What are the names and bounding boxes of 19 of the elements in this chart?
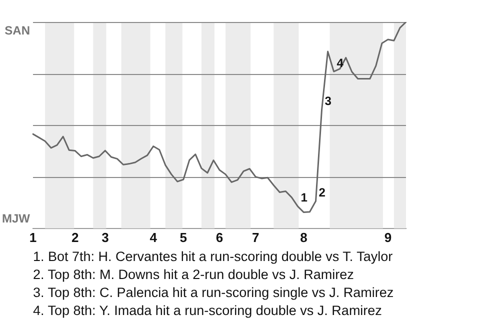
text: 3. Top 8th: C. Palencia hit a run-scoring single vs J. Ramirez <box>33 284 395 302</box>
text: SAN <box>4 23 30 38</box>
x-tick-label: 2 <box>71 230 79 245</box>
annotation: 1 <box>300 190 308 205</box>
x-tick-label: 6 <box>216 230 224 245</box>
x-tick-label: 4 <box>150 230 158 245</box>
annotation: 2 <box>318 185 326 200</box>
x-tick-label: 8 <box>300 230 308 245</box>
annotation: 4 <box>336 56 344 70</box>
text: 1. Bot 7th: H. Cervantes hit a run-scoring double vs T. Taylor <box>33 248 394 266</box>
annotation: 3 <box>324 94 332 108</box>
x-tick-label: 9 <box>384 230 392 245</box>
text: MJW <box>2 212 31 226</box>
text: 2. Top 8th: M. Downs hit a 2-run double vs J. Ramirez <box>33 266 355 284</box>
x-tick-label: 3 <box>102 230 109 245</box>
text: 4. Top 8th: Y. Imada hit a run-scoring double vs J. Ramirez <box>33 302 383 320</box>
x-tick-label: 5 <box>180 230 188 245</box>
x-tick-label: 7 <box>252 230 260 245</box>
x-tick-label: 1 <box>29 230 37 245</box>
